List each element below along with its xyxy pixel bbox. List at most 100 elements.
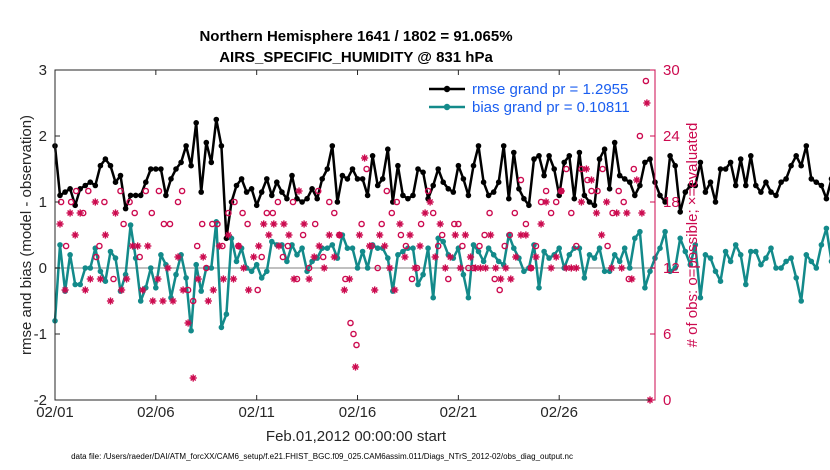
bias-point	[425, 245, 431, 251]
bias-point	[823, 225, 830, 232]
rmse-point	[561, 159, 567, 166]
rmse-point	[521, 195, 527, 202]
obs-possible-marker	[517, 176, 525, 184]
rmse-point	[87, 179, 94, 185]
bias-point	[148, 265, 154, 271]
obs-evaluated-marker	[56, 220, 64, 228]
bias-point	[743, 281, 749, 288]
rmse-point	[168, 176, 174, 182]
rmse-point	[395, 162, 401, 169]
bias-point	[324, 245, 331, 251]
obs-evaluated-marker	[81, 286, 89, 294]
obs-possible-marker	[258, 253, 266, 261]
bias-point	[77, 281, 83, 288]
rmse-point	[107, 162, 114, 169]
bias-point	[233, 258, 240, 265]
obs-possible-marker	[363, 165, 370, 173]
obs-evaluated-marker	[215, 242, 223, 250]
title-line-2: AIRS_SPECIFIC_HUMIDITY @ 831 hPa	[219, 49, 493, 66]
bias-point	[107, 248, 114, 255]
rmse-point	[601, 146, 608, 152]
obs-evaluated-marker	[335, 231, 343, 239]
obs-evaluated-marker	[295, 187, 303, 195]
bias-point	[753, 248, 759, 255]
y2-tick-label: 24	[663, 128, 680, 145]
obs-possible-marker	[573, 242, 580, 250]
rmse-point	[309, 186, 315, 192]
bias-point	[284, 258, 290, 265]
obs-possible-marker	[642, 77, 650, 85]
obs-possible-marker	[615, 187, 623, 195]
bias-point	[778, 265, 784, 271]
rmse-point	[127, 192, 134, 199]
rmse-point	[586, 199, 593, 205]
y-axis-ticks: -2 -1 0 1 2 3	[34, 62, 60, 409]
asterisk-stroke	[250, 253, 257, 261]
asterisk-stroke	[593, 209, 600, 217]
y2-tick-label: 0	[663, 392, 671, 409]
rmse-point	[203, 139, 210, 146]
obs-evaluated-marker	[340, 286, 348, 294]
bias-point	[591, 255, 598, 261]
bias-point	[566, 252, 573, 258]
asterisk-stroke	[432, 253, 439, 261]
asterisk-stroke	[366, 242, 373, 250]
asterisk-stroke	[107, 297, 114, 305]
rmse-point	[647, 156, 653, 162]
rmse-point	[62, 189, 68, 195]
obs-evaluated-marker	[638, 209, 646, 217]
obs-possible-marker	[455, 220, 462, 228]
asterisk-stroke	[467, 253, 474, 261]
rmse-point	[238, 176, 245, 182]
rmse-point	[662, 199, 668, 205]
asterisk-stroke	[633, 176, 640, 184]
rmse-point	[178, 159, 184, 166]
obs-possible-marker	[117, 187, 124, 195]
bias-point	[122, 271, 129, 278]
bias-point	[722, 248, 729, 255]
obs-evaluated-marker	[275, 242, 283, 250]
asterisk-stroke	[275, 242, 282, 250]
rmse-point	[97, 162, 104, 169]
rmse-point	[264, 176, 270, 182]
y-tick-label: 3	[39, 62, 47, 79]
rmse-point	[465, 192, 472, 199]
rmse-point	[344, 176, 351, 182]
rmse-point	[798, 162, 804, 169]
asterisk-stroke	[235, 242, 242, 250]
obs-evaluated-marker	[607, 264, 616, 272]
asterisk-stroke	[411, 264, 419, 272]
obs-evaluated-marker	[602, 198, 611, 206]
obs-evaluated-marker	[623, 209, 631, 217]
rmse-point	[188, 162, 194, 169]
bias-point	[385, 255, 391, 261]
obs-possible-marker	[142, 187, 150, 195]
obs-evaluated-marker	[209, 286, 217, 294]
obs-possible-marker	[85, 187, 92, 195]
obs-evaluated-marker	[502, 264, 510, 272]
rmse-point	[470, 162, 477, 169]
obs-evaluated-marker	[416, 242, 424, 250]
rmse-point	[495, 179, 502, 185]
rmse-point	[289, 172, 295, 179]
rmse-point	[490, 189, 497, 195]
asterisk-stroke	[336, 231, 343, 239]
bias-point	[208, 265, 215, 271]
obs-possible-marker	[429, 209, 437, 217]
obs-possible-marker	[254, 286, 262, 294]
asterisk-stroke	[583, 165, 590, 173]
bias-point	[374, 245, 381, 251]
rmse-point	[627, 179, 633, 185]
obs-evaluated-marker	[552, 253, 560, 261]
asterisk-stroke	[628, 275, 635, 283]
obs-evaluated-marker	[355, 231, 364, 239]
obs-evaluated-marker	[330, 253, 338, 261]
rmse-point	[737, 156, 744, 162]
bias-point	[97, 268, 104, 275]
obs-possible-marker	[263, 209, 271, 217]
bias-point	[218, 324, 225, 331]
asterisk-stroke	[427, 198, 434, 206]
obs-possible-marker	[444, 275, 452, 283]
bias-point	[793, 275, 799, 281]
obs-possible-marker	[450, 220, 458, 228]
